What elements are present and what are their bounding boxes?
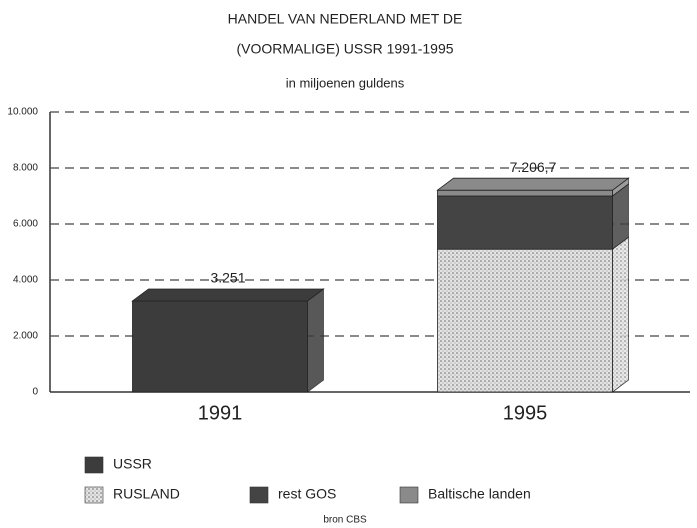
legend-label: rest GOS [278, 486, 336, 502]
source: bron CBS [323, 515, 367, 526]
y-tick-label: 2.000 [13, 331, 38, 342]
bar-top [436, 177, 630, 191]
legend-label: Baltische landen [428, 486, 531, 502]
legend-swatch [84, 456, 104, 474]
x-tick-label: 1995 [503, 402, 548, 424]
bar-side [612, 236, 629, 393]
bar-segment [437, 189, 613, 197]
y-tick-label: 6.000 [13, 219, 38, 230]
legend-label: RUSLAND [113, 486, 180, 502]
bar-segment [437, 195, 613, 250]
bar-side [307, 288, 324, 393]
y-tick-label: 8.000 [13, 163, 38, 174]
unit-label: in miljoenen guldens [286, 75, 405, 90]
total-label: 3.251 [210, 270, 245, 286]
bar-segment [437, 248, 613, 393]
legend-swatch [399, 486, 419, 504]
x-tick-label: 1991 [198, 402, 243, 424]
y-tick-label: 0 [32, 387, 38, 398]
y-tick-label: 10.000 [7, 107, 38, 118]
legend-swatch [249, 486, 269, 504]
y-tick-label: 4.000 [13, 275, 38, 286]
bar-top [131, 288, 325, 302]
bar-segment [132, 300, 308, 393]
chart-subtitle: (VOORMALIGE) USSR 1991-1995 [236, 41, 453, 57]
legend-label: USSR [113, 456, 152, 472]
chart-title: HANDEL VAN NEDERLAND MET DE [228, 11, 463, 27]
total-label: 7.206,7 [510, 159, 557, 175]
legend-swatch [84, 486, 104, 504]
